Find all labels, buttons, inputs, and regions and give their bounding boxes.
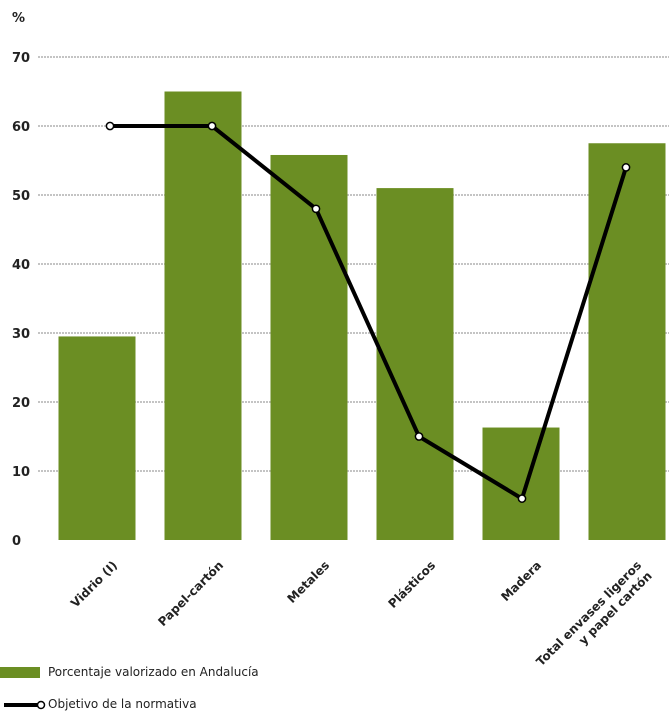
target-line-path bbox=[110, 124, 628, 501]
y-axis-ticks: 0 10 20 30 40 50 60 70 bbox=[12, 51, 30, 549]
bars bbox=[58, 91, 666, 541]
bar bbox=[588, 143, 666, 540]
bar bbox=[164, 91, 242, 540]
target-point bbox=[207, 121, 217, 131]
target-point bbox=[414, 432, 424, 441]
category-label: Total envases ligerosy papel cartón bbox=[534, 558, 655, 679]
y-tick-label: 70 bbox=[12, 51, 30, 66]
category-label: Vidrio (I) bbox=[68, 558, 120, 610]
category-label: Metales bbox=[285, 558, 333, 606]
y-tick-label: 30 bbox=[12, 327, 30, 342]
bar bbox=[270, 154, 348, 541]
y-tick-label: 20 bbox=[12, 396, 30, 411]
legend-line-label: Objetivo de la normativa bbox=[48, 697, 197, 711]
target-point bbox=[621, 163, 631, 172]
y-tick-label: 40 bbox=[12, 258, 30, 273]
legend-bar-label: Porcentaje valorizado en Andalucía bbox=[48, 665, 259, 679]
y-tick-label: 50 bbox=[12, 189, 30, 204]
y-tick-label: 60 bbox=[12, 120, 30, 135]
target-point bbox=[311, 204, 321, 214]
bar bbox=[58, 336, 136, 540]
legend-bar-swatch bbox=[0, 667, 40, 678]
bar bbox=[376, 188, 454, 540]
y-unit-label: % bbox=[12, 11, 25, 26]
category-labels: Vidrio (I) Papel-cartón Metales Plásticos Ma… bbox=[68, 558, 655, 679]
legend-line-swatch bbox=[4, 700, 46, 710]
target-point bbox=[517, 494, 527, 503]
y-tick-label: 10 bbox=[12, 465, 30, 480]
target-point bbox=[105, 121, 115, 131]
target-line bbox=[105, 121, 631, 503]
category-label: Papel-cartón bbox=[155, 558, 226, 629]
category-label: Plásticos bbox=[385, 558, 438, 611]
category-label: Madera bbox=[498, 558, 544, 604]
y-tick-label: 0 bbox=[12, 534, 21, 549]
